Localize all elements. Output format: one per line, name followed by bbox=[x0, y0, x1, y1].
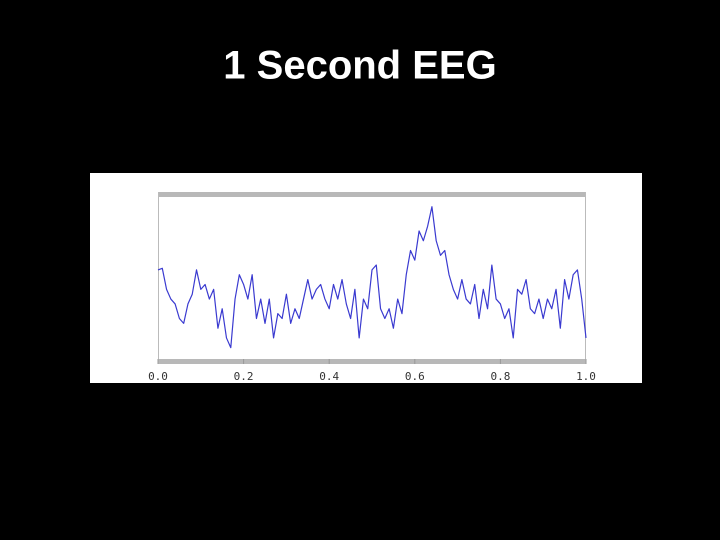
frame-top bbox=[158, 192, 586, 197]
x-tick-label: 1.0 bbox=[576, 370, 596, 383]
x-tick-label: 0.2 bbox=[234, 370, 254, 383]
x-tick-label: 0.4 bbox=[319, 370, 339, 383]
chart-panel bbox=[90, 173, 642, 383]
x-tick-label: 0.0 bbox=[148, 370, 168, 383]
eeg-line bbox=[157, 206, 587, 349]
x-tick-label: 0.6 bbox=[405, 370, 425, 383]
slide-title: 1 Second EEG bbox=[223, 44, 496, 88]
frame-bottom bbox=[158, 359, 586, 364]
x-tick-label: 0.8 bbox=[490, 370, 510, 383]
